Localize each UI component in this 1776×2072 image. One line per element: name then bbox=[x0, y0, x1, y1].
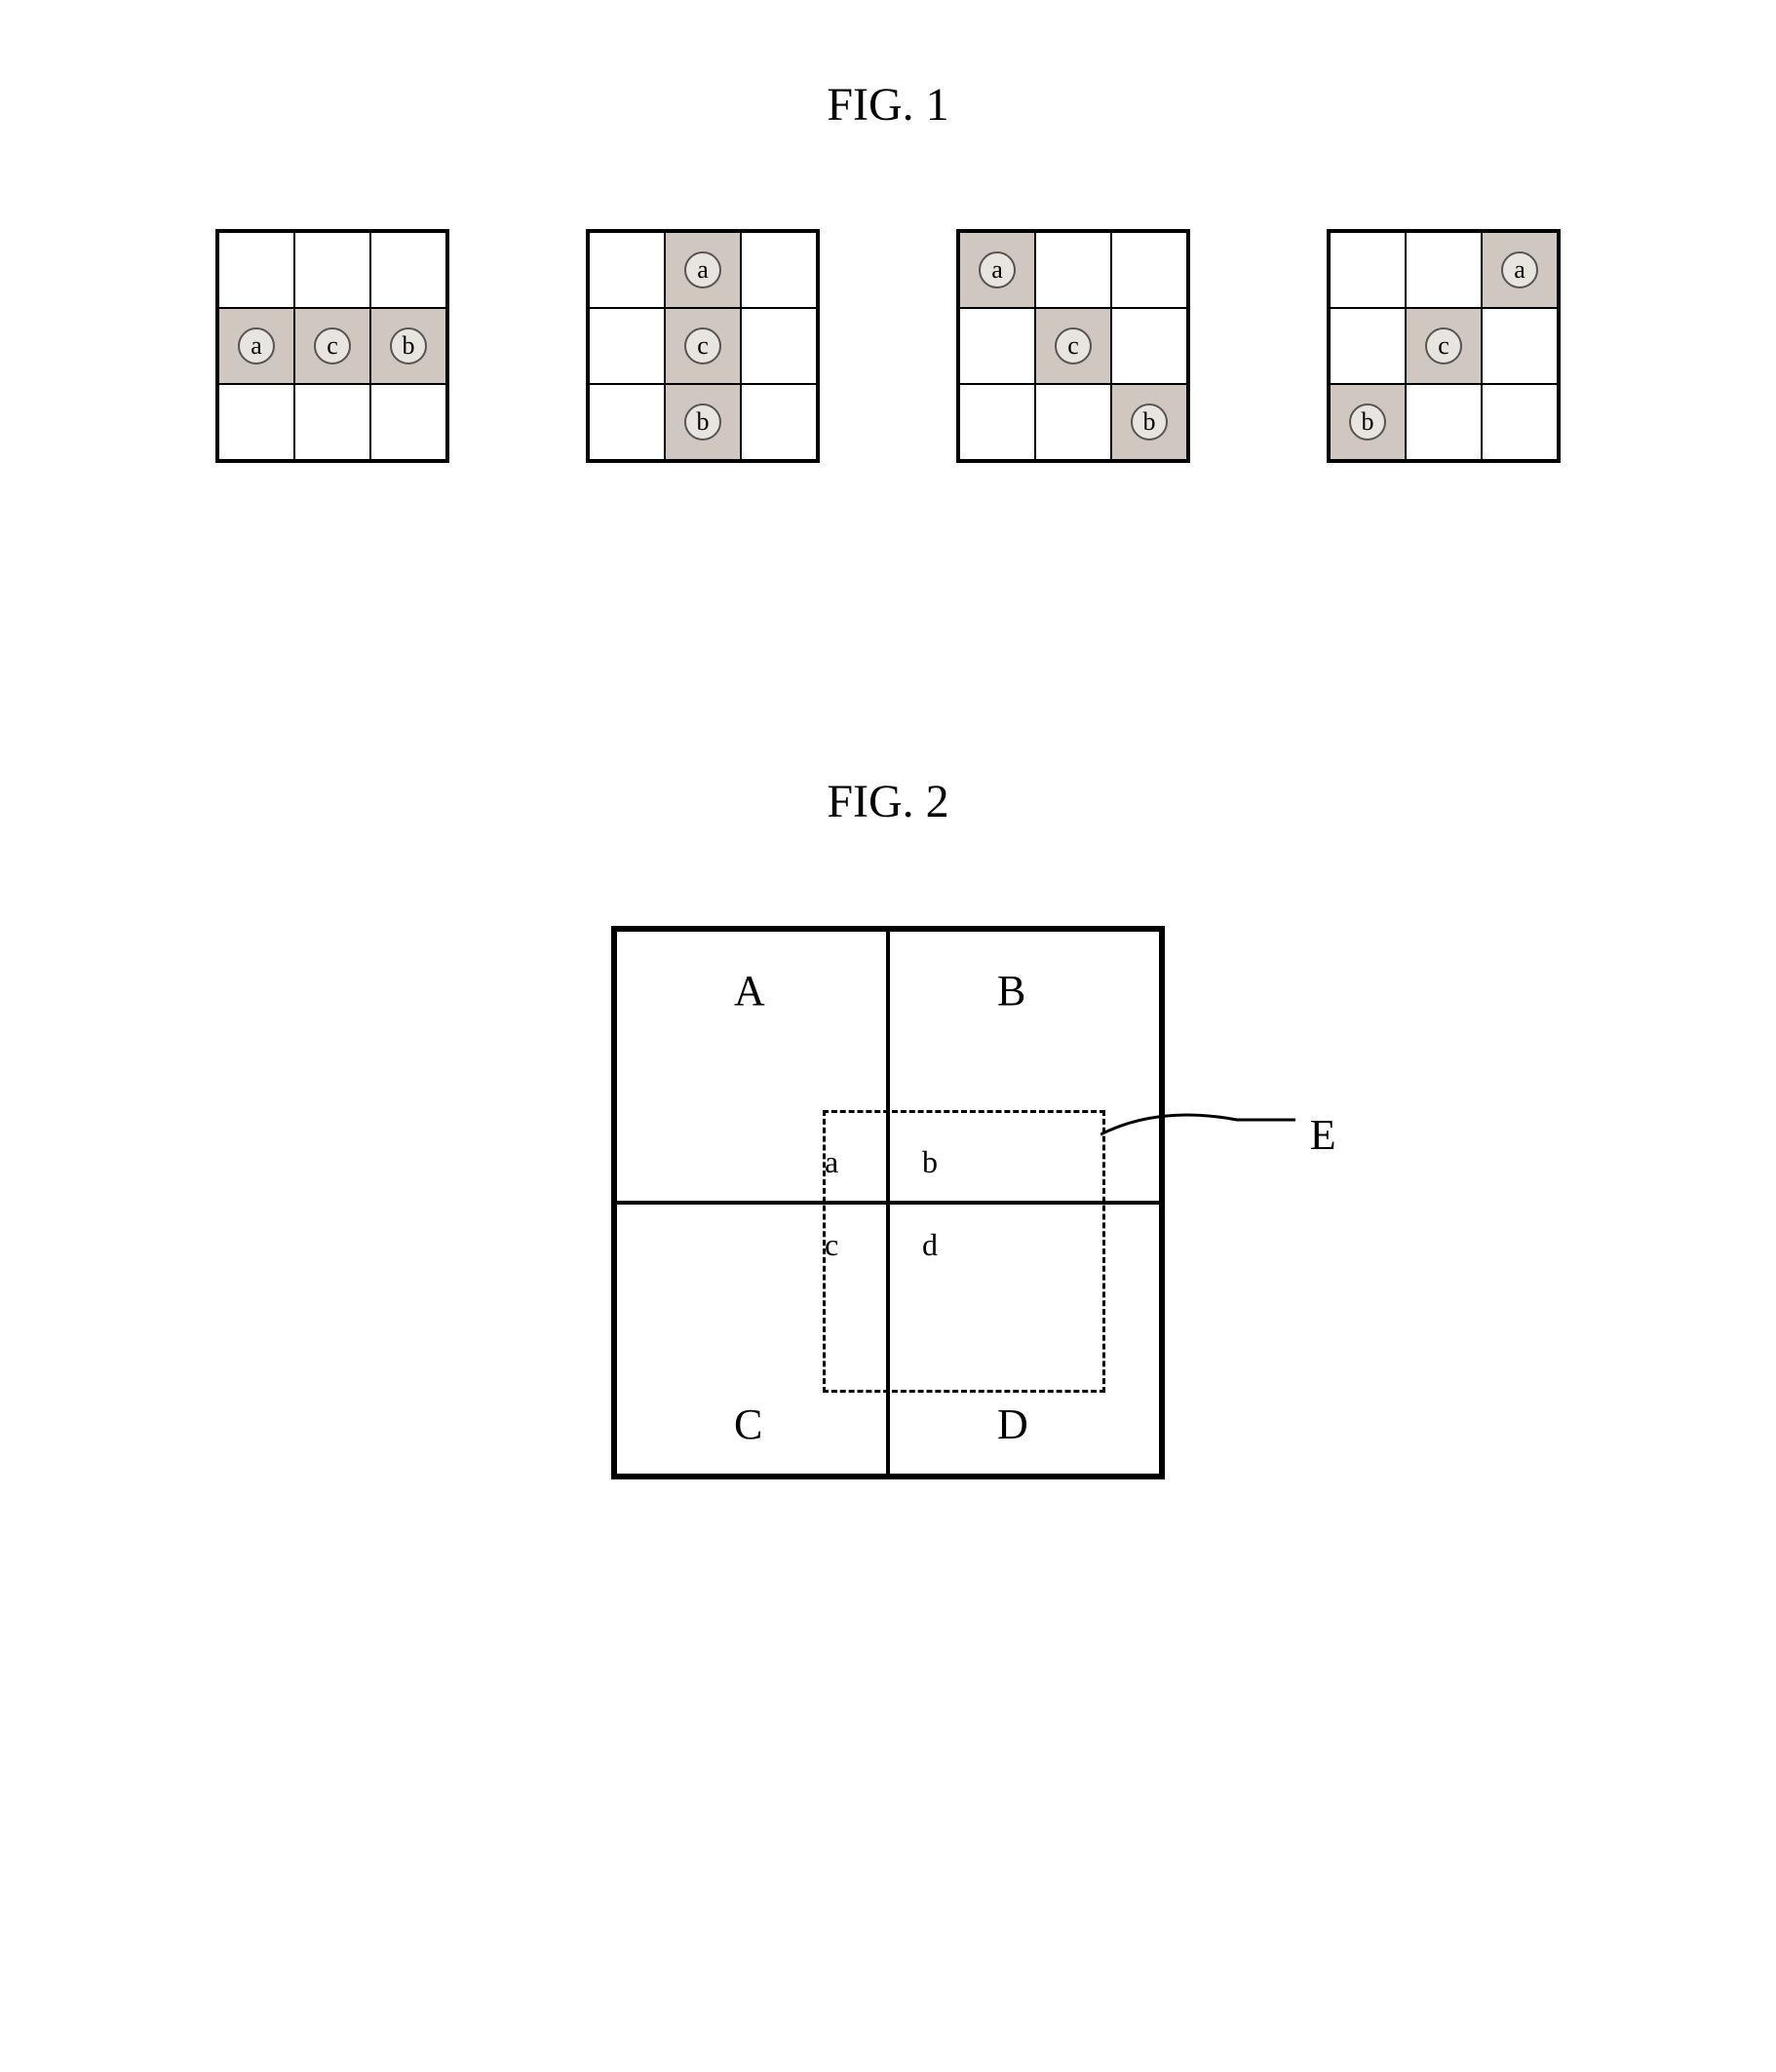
quadrant-label-C: C bbox=[734, 1400, 762, 1449]
fig1-grid-row: acbacbacbacb bbox=[0, 229, 1776, 463]
grid-cell bbox=[1406, 384, 1482, 460]
grid-cell: c bbox=[1406, 308, 1482, 384]
dashed-region-E bbox=[823, 1110, 1105, 1393]
grid-cell bbox=[1482, 384, 1558, 460]
grid-cell bbox=[741, 308, 817, 384]
grid-cell bbox=[741, 232, 817, 308]
grid-cell bbox=[741, 384, 817, 460]
region-label-E: E bbox=[1310, 1110, 1336, 1160]
fig2-wrap: A B C D a b c d bbox=[0, 926, 1776, 1479]
grid-cell: a bbox=[665, 232, 741, 308]
page: FIG. 1 acbacbacbacb FIG. 2 A B C D bbox=[0, 0, 1776, 1479]
quadrant-label-B: B bbox=[997, 966, 1025, 1016]
fig2-outer: A B C D a b c d bbox=[611, 926, 1165, 1479]
grid-cell bbox=[959, 384, 1035, 460]
grid-cell: b bbox=[665, 384, 741, 460]
sub-label-a: a bbox=[825, 1144, 838, 1180]
cell-label: c bbox=[314, 327, 351, 365]
cell-label: a bbox=[238, 327, 275, 365]
grid-cell: a bbox=[218, 308, 294, 384]
grid-cell: b bbox=[1330, 384, 1406, 460]
grid-cell bbox=[1035, 384, 1111, 460]
cell-label: b bbox=[684, 403, 721, 441]
grid-cell bbox=[589, 232, 665, 308]
grid-cell: b bbox=[370, 308, 446, 384]
fig1-grid-4: a c b bbox=[1327, 229, 1561, 463]
fig2-title: FIG. 2 bbox=[0, 775, 1776, 828]
sub-label-c: c bbox=[825, 1227, 838, 1263]
grid-cell bbox=[218, 384, 294, 460]
cell-label: b bbox=[1131, 403, 1168, 441]
grid-cell bbox=[1035, 232, 1111, 308]
grid-cell: b bbox=[1111, 384, 1187, 460]
grid-cell bbox=[218, 232, 294, 308]
grid-cell bbox=[1330, 232, 1406, 308]
grid-cell bbox=[1111, 232, 1187, 308]
sub-label-b: b bbox=[922, 1144, 938, 1180]
grid-cell bbox=[1406, 232, 1482, 308]
grid-cell bbox=[294, 384, 370, 460]
fig1-title: FIG. 1 bbox=[0, 78, 1776, 132]
grid-cell: c bbox=[294, 308, 370, 384]
cell-label: a bbox=[979, 251, 1016, 288]
grid-cell bbox=[959, 308, 1035, 384]
cell-label: b bbox=[390, 327, 427, 365]
cell-label: a bbox=[684, 251, 721, 288]
grid-cell: c bbox=[1035, 308, 1111, 384]
grid-cell bbox=[589, 308, 665, 384]
cell-label: c bbox=[684, 327, 721, 365]
cell-label: c bbox=[1055, 327, 1092, 365]
quadrant-label-A: A bbox=[734, 966, 765, 1016]
grid-cell: a bbox=[1482, 232, 1558, 308]
fig1-grid-2: a cb bbox=[586, 229, 820, 463]
grid-cell bbox=[1111, 308, 1187, 384]
fig1-grid-3: a c b bbox=[956, 229, 1190, 463]
cell-label: b bbox=[1349, 403, 1386, 441]
grid-cell bbox=[589, 384, 665, 460]
cell-label: a bbox=[1501, 251, 1538, 288]
leader-line bbox=[1100, 1095, 1315, 1164]
grid-cell bbox=[370, 232, 446, 308]
sub-label-d: d bbox=[922, 1227, 938, 1263]
grid-cell bbox=[1330, 308, 1406, 384]
grid-cell bbox=[1482, 308, 1558, 384]
quadrant-label-D: D bbox=[997, 1400, 1028, 1449]
grid-cell: a bbox=[959, 232, 1035, 308]
grid-cell bbox=[294, 232, 370, 308]
cell-label: c bbox=[1425, 327, 1462, 365]
fig1-grid-1: acb bbox=[215, 229, 449, 463]
grid-cell: c bbox=[665, 308, 741, 384]
grid-cell bbox=[370, 384, 446, 460]
